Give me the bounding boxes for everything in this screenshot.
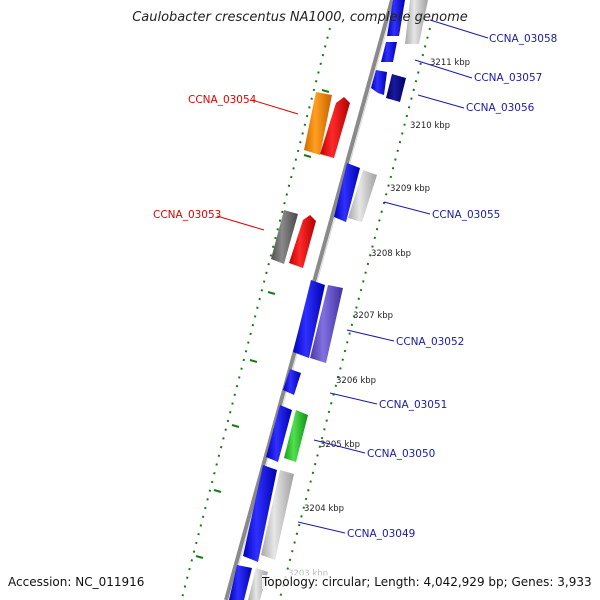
- gene-bottom-blue[interactable]: [229, 565, 252, 600]
- scale-label-3208: 3208 kbp: [371, 249, 411, 259]
- scale-label-3203: 3203 kbp: [288, 569, 328, 579]
- gene-ccna-03053-red[interactable]: [289, 215, 316, 268]
- gene-ccna-03052-blue[interactable]: [293, 280, 325, 358]
- scale-label-3209: 3209 kbp: [390, 184, 430, 194]
- gene-ccna-03052-purple[interactable]: [310, 285, 343, 363]
- gene-ccna-03053-grey[interactable]: [271, 210, 298, 264]
- gene-ccna-03049-blue[interactable]: [243, 465, 277, 562]
- left-leader-lines: [216, 99, 299, 231]
- gene-ccna-03058-blue[interactable]: [387, 0, 405, 36]
- gene-label-ccna-03049[interactable]: CCNA_03049: [347, 528, 415, 540]
- scale-label-3207: 3207 kbp: [353, 311, 393, 321]
- gene-ccna-03055-grey[interactable]: [348, 170, 377, 222]
- topology-text: Topology: circular; Length: 4,042,929 bp…: [262, 575, 592, 589]
- gene-ccna-03056[interactable]: [386, 74, 406, 102]
- gene-label-ccna-03053[interactable]: CCNA_03053: [153, 209, 221, 221]
- gene-label-ccna-03056[interactable]: CCNA_03056: [466, 102, 535, 114]
- gene-ccna-03050-green[interactable]: [284, 410, 308, 462]
- scale-label-3206: 3206 kbp: [336, 376, 376, 386]
- scale-label-3205: 3205 kbp: [320, 440, 360, 450]
- gene-ccna-03058-grey[interactable]: [405, 0, 428, 44]
- scale-label-3211: 3211 kbp: [430, 58, 470, 68]
- gene-ccna-03055-blue[interactable]: [334, 163, 360, 222]
- scale-label-3210: 3210 kbp: [410, 121, 450, 131]
- gene-label-ccna-03058[interactable]: CCNA_03058: [489, 33, 557, 45]
- map-title: Caulobacter crescentus NA1000, complete …: [132, 10, 468, 25]
- gene-label-ccna-03050[interactable]: CCNA_03050: [367, 448, 435, 460]
- gene-label-ccna-03052[interactable]: CCNA_03052: [396, 336, 464, 348]
- gene-ccna-03057[interactable]: [371, 70, 387, 95]
- gene-features: [229, 0, 428, 600]
- gene-label-ccna-03057[interactable]: CCNA_03057: [474, 72, 542, 84]
- gene-ccna-03051[interactable]: [283, 369, 301, 395]
- gene-ccna-03050-blue[interactable]: [266, 405, 292, 462]
- accession-text: Accession: NC_011916: [8, 575, 145, 589]
- scale-label-3204: 3204 kbp: [304, 504, 344, 514]
- gene-label-ccna-03055[interactable]: CCNA_03055: [432, 209, 500, 221]
- gene-ccna-03054-orange[interactable]: [304, 92, 332, 155]
- right-leader-lines: [297, 19, 489, 534]
- gene-label-ccna-03051[interactable]: CCNA_03051: [379, 399, 447, 411]
- gene-label-ccna-03054[interactable]: CCNA_03054: [188, 94, 257, 106]
- gene-small-blue-1[interactable]: [381, 42, 397, 62]
- gene-ccna-03049-grey[interactable]: [261, 470, 294, 560]
- gene-ccna-03054-red[interactable]: [320, 97, 350, 158]
